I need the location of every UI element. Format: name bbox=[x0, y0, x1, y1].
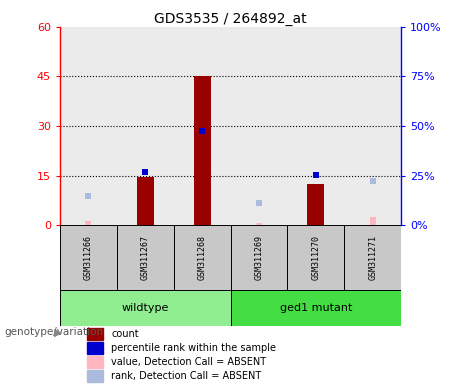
Bar bbox=[87, 356, 102, 368]
Text: count: count bbox=[111, 329, 139, 339]
Bar bbox=[87, 371, 102, 382]
Bar bbox=[307, 184, 324, 225]
Text: GSM311266: GSM311266 bbox=[84, 235, 93, 280]
Bar bbox=[230, 27, 287, 225]
Text: ged1 mutant: ged1 mutant bbox=[280, 303, 352, 313]
Text: genotype/variation: genotype/variation bbox=[5, 327, 104, 337]
Text: rank, Detection Call = ABSENT: rank, Detection Call = ABSENT bbox=[111, 371, 261, 381]
Bar bbox=[117, 27, 174, 225]
Bar bbox=[230, 225, 287, 290]
Bar bbox=[87, 342, 102, 354]
Bar bbox=[256, 222, 262, 225]
Bar bbox=[344, 225, 401, 290]
Text: GSM311268: GSM311268 bbox=[198, 235, 207, 280]
Bar bbox=[287, 225, 344, 290]
Bar bbox=[174, 225, 230, 290]
Bar bbox=[87, 328, 102, 340]
Bar bbox=[344, 27, 401, 225]
Text: ▶: ▶ bbox=[54, 327, 63, 337]
Bar bbox=[60, 290, 230, 326]
Bar bbox=[60, 27, 117, 225]
Text: GSM311271: GSM311271 bbox=[368, 235, 377, 280]
Text: percentile rank within the sample: percentile rank within the sample bbox=[111, 343, 276, 353]
Text: GSM311269: GSM311269 bbox=[254, 235, 263, 280]
Bar bbox=[117, 225, 174, 290]
Bar bbox=[60, 225, 117, 290]
Bar bbox=[174, 27, 230, 225]
Text: value, Detection Call = ABSENT: value, Detection Call = ABSENT bbox=[111, 358, 266, 367]
Text: GSM311267: GSM311267 bbox=[141, 235, 150, 280]
Bar bbox=[136, 177, 154, 225]
Bar bbox=[287, 27, 344, 225]
Title: GDS3535 / 264892_at: GDS3535 / 264892_at bbox=[154, 12, 307, 26]
Text: GSM311270: GSM311270 bbox=[311, 235, 320, 280]
Bar bbox=[230, 290, 401, 326]
Text: wildtype: wildtype bbox=[122, 303, 169, 313]
Bar bbox=[85, 221, 91, 225]
Bar bbox=[194, 76, 211, 225]
Bar bbox=[370, 217, 376, 225]
